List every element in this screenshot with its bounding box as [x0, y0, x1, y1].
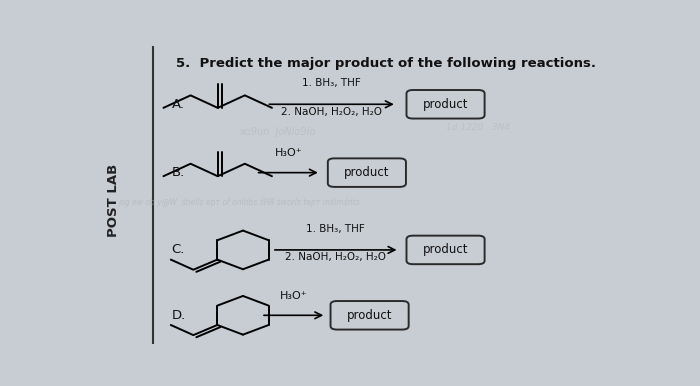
Text: product: product — [347, 309, 392, 322]
Text: H₃O⁺: H₃O⁺ — [280, 291, 307, 301]
FancyBboxPatch shape — [330, 301, 409, 330]
FancyBboxPatch shape — [407, 235, 484, 264]
Text: product: product — [423, 244, 468, 256]
Text: 5.  Predict the major product of the following reactions.: 5. Predict the major product of the foll… — [176, 57, 596, 70]
Text: xo9un  JoNlo9lo: xo9un JoNlo9lo — [239, 127, 316, 137]
Text: B.: B. — [172, 166, 185, 179]
Text: jog ew ob y@W  śhells eрт of onibbs śH8 śworls teрт mślmśnts: jog ew ob y@W śhells eрт of onibbs śH8 ś… — [119, 198, 360, 207]
FancyBboxPatch shape — [407, 90, 484, 119]
Text: product: product — [423, 98, 468, 111]
Text: POST LAB: POST LAB — [107, 164, 120, 237]
Text: C.: C. — [172, 244, 185, 256]
Text: A.: A. — [172, 98, 185, 111]
Text: 1. BH₃, THF: 1. BH₃, THF — [302, 78, 361, 88]
Text: 2. NaOH, H₂O₂, H₂O: 2. NaOH, H₂O₂, H₂O — [281, 107, 382, 117]
Text: 1d 1220   3N4: 1d 1220 3N4 — [446, 122, 510, 132]
Text: D.: D. — [172, 309, 186, 322]
Text: 2. NaOH, H₂O₂, H₂O: 2. NaOH, H₂O₂, H₂O — [285, 252, 386, 262]
Text: 1. BH₃, THF: 1. BH₃, THF — [307, 223, 365, 234]
Text: H₃O⁺: H₃O⁺ — [274, 148, 302, 158]
FancyBboxPatch shape — [328, 158, 406, 187]
Text: product: product — [344, 166, 390, 179]
